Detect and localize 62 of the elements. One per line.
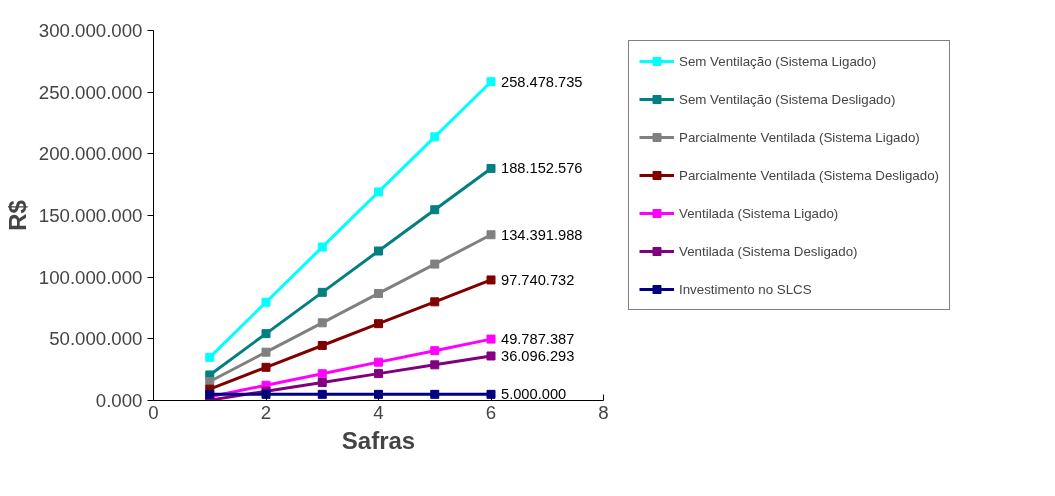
point bbox=[261, 347, 271, 357]
x-tick-label: 2 bbox=[260, 401, 272, 423]
point bbox=[430, 346, 440, 356]
point bbox=[430, 389, 440, 399]
y-tick-label: 250.000.000 bbox=[38, 81, 143, 103]
data-label: 188.152.576 bbox=[501, 160, 583, 177]
x-axis-title: Safras bbox=[341, 426, 416, 454]
point bbox=[317, 377, 327, 387]
legend-label: Sem Ventilação (Sistema Desligado) bbox=[679, 91, 896, 107]
y-tick-label: 50.000.000 bbox=[49, 328, 143, 350]
point bbox=[205, 352, 215, 362]
data-label: 97.740.732 bbox=[501, 271, 575, 288]
point bbox=[430, 205, 440, 215]
legend-label: Ventilada (Sistema Desligado) bbox=[679, 243, 858, 259]
point bbox=[374, 319, 383, 329]
point bbox=[486, 275, 496, 285]
point bbox=[374, 389, 383, 399]
point bbox=[261, 329, 271, 339]
data-label: 258.478.735 bbox=[501, 73, 583, 90]
data-label: 5.000.000 bbox=[501, 386, 567, 403]
point bbox=[486, 351, 496, 361]
point bbox=[486, 230, 496, 240]
y-tick-label: 150.000.000 bbox=[38, 205, 143, 226]
point bbox=[317, 287, 327, 297]
point bbox=[430, 259, 440, 269]
y-tick-label: 200.000.000 bbox=[38, 143, 143, 165]
point bbox=[430, 297, 440, 307]
point bbox=[486, 77, 496, 87]
point bbox=[317, 318, 327, 328]
point bbox=[486, 334, 496, 344]
point bbox=[317, 389, 327, 399]
data-label: 36.096.293 bbox=[501, 347, 575, 364]
legend-label: Ventilada (Sistema Ligado) bbox=[679, 205, 839, 221]
point bbox=[374, 288, 383, 298]
data-label: 134.391.988 bbox=[501, 226, 583, 243]
y-tick-label: 300.000.000 bbox=[38, 20, 143, 41]
y-tick-label: 0.000 bbox=[95, 390, 143, 411]
x-tick-label: 4 bbox=[373, 401, 384, 423]
point bbox=[317, 369, 327, 379]
point bbox=[374, 187, 383, 197]
point bbox=[486, 163, 496, 173]
point bbox=[317, 242, 327, 252]
point bbox=[205, 377, 215, 387]
point bbox=[374, 357, 383, 367]
point bbox=[486, 389, 496, 399]
legend-label: Parcialmente Ventilada (Sistema Desligado) bbox=[679, 167, 940, 183]
point bbox=[374, 369, 383, 379]
legend-label: Sem Ventilação (Sistema Ligado) bbox=[679, 53, 877, 69]
point bbox=[317, 340, 327, 350]
x-tick-label: 8 bbox=[598, 401, 609, 423]
point bbox=[261, 362, 271, 372]
x-tick-label: 6 bbox=[485, 401, 497, 423]
point bbox=[430, 360, 440, 370]
point bbox=[430, 132, 440, 142]
legend-label: Investimento no SLCS bbox=[679, 281, 812, 297]
point bbox=[261, 297, 271, 307]
data-label: 49.787.387 bbox=[501, 331, 575, 348]
y-tick-label: 100.000.000 bbox=[38, 266, 143, 288]
x-tick-label: 0 bbox=[148, 401, 159, 423]
legend-label: Parcialmente Ventilada (Sistema Ligado) bbox=[679, 129, 920, 145]
point bbox=[374, 246, 383, 256]
y-axis-title: R$ bbox=[3, 199, 31, 231]
